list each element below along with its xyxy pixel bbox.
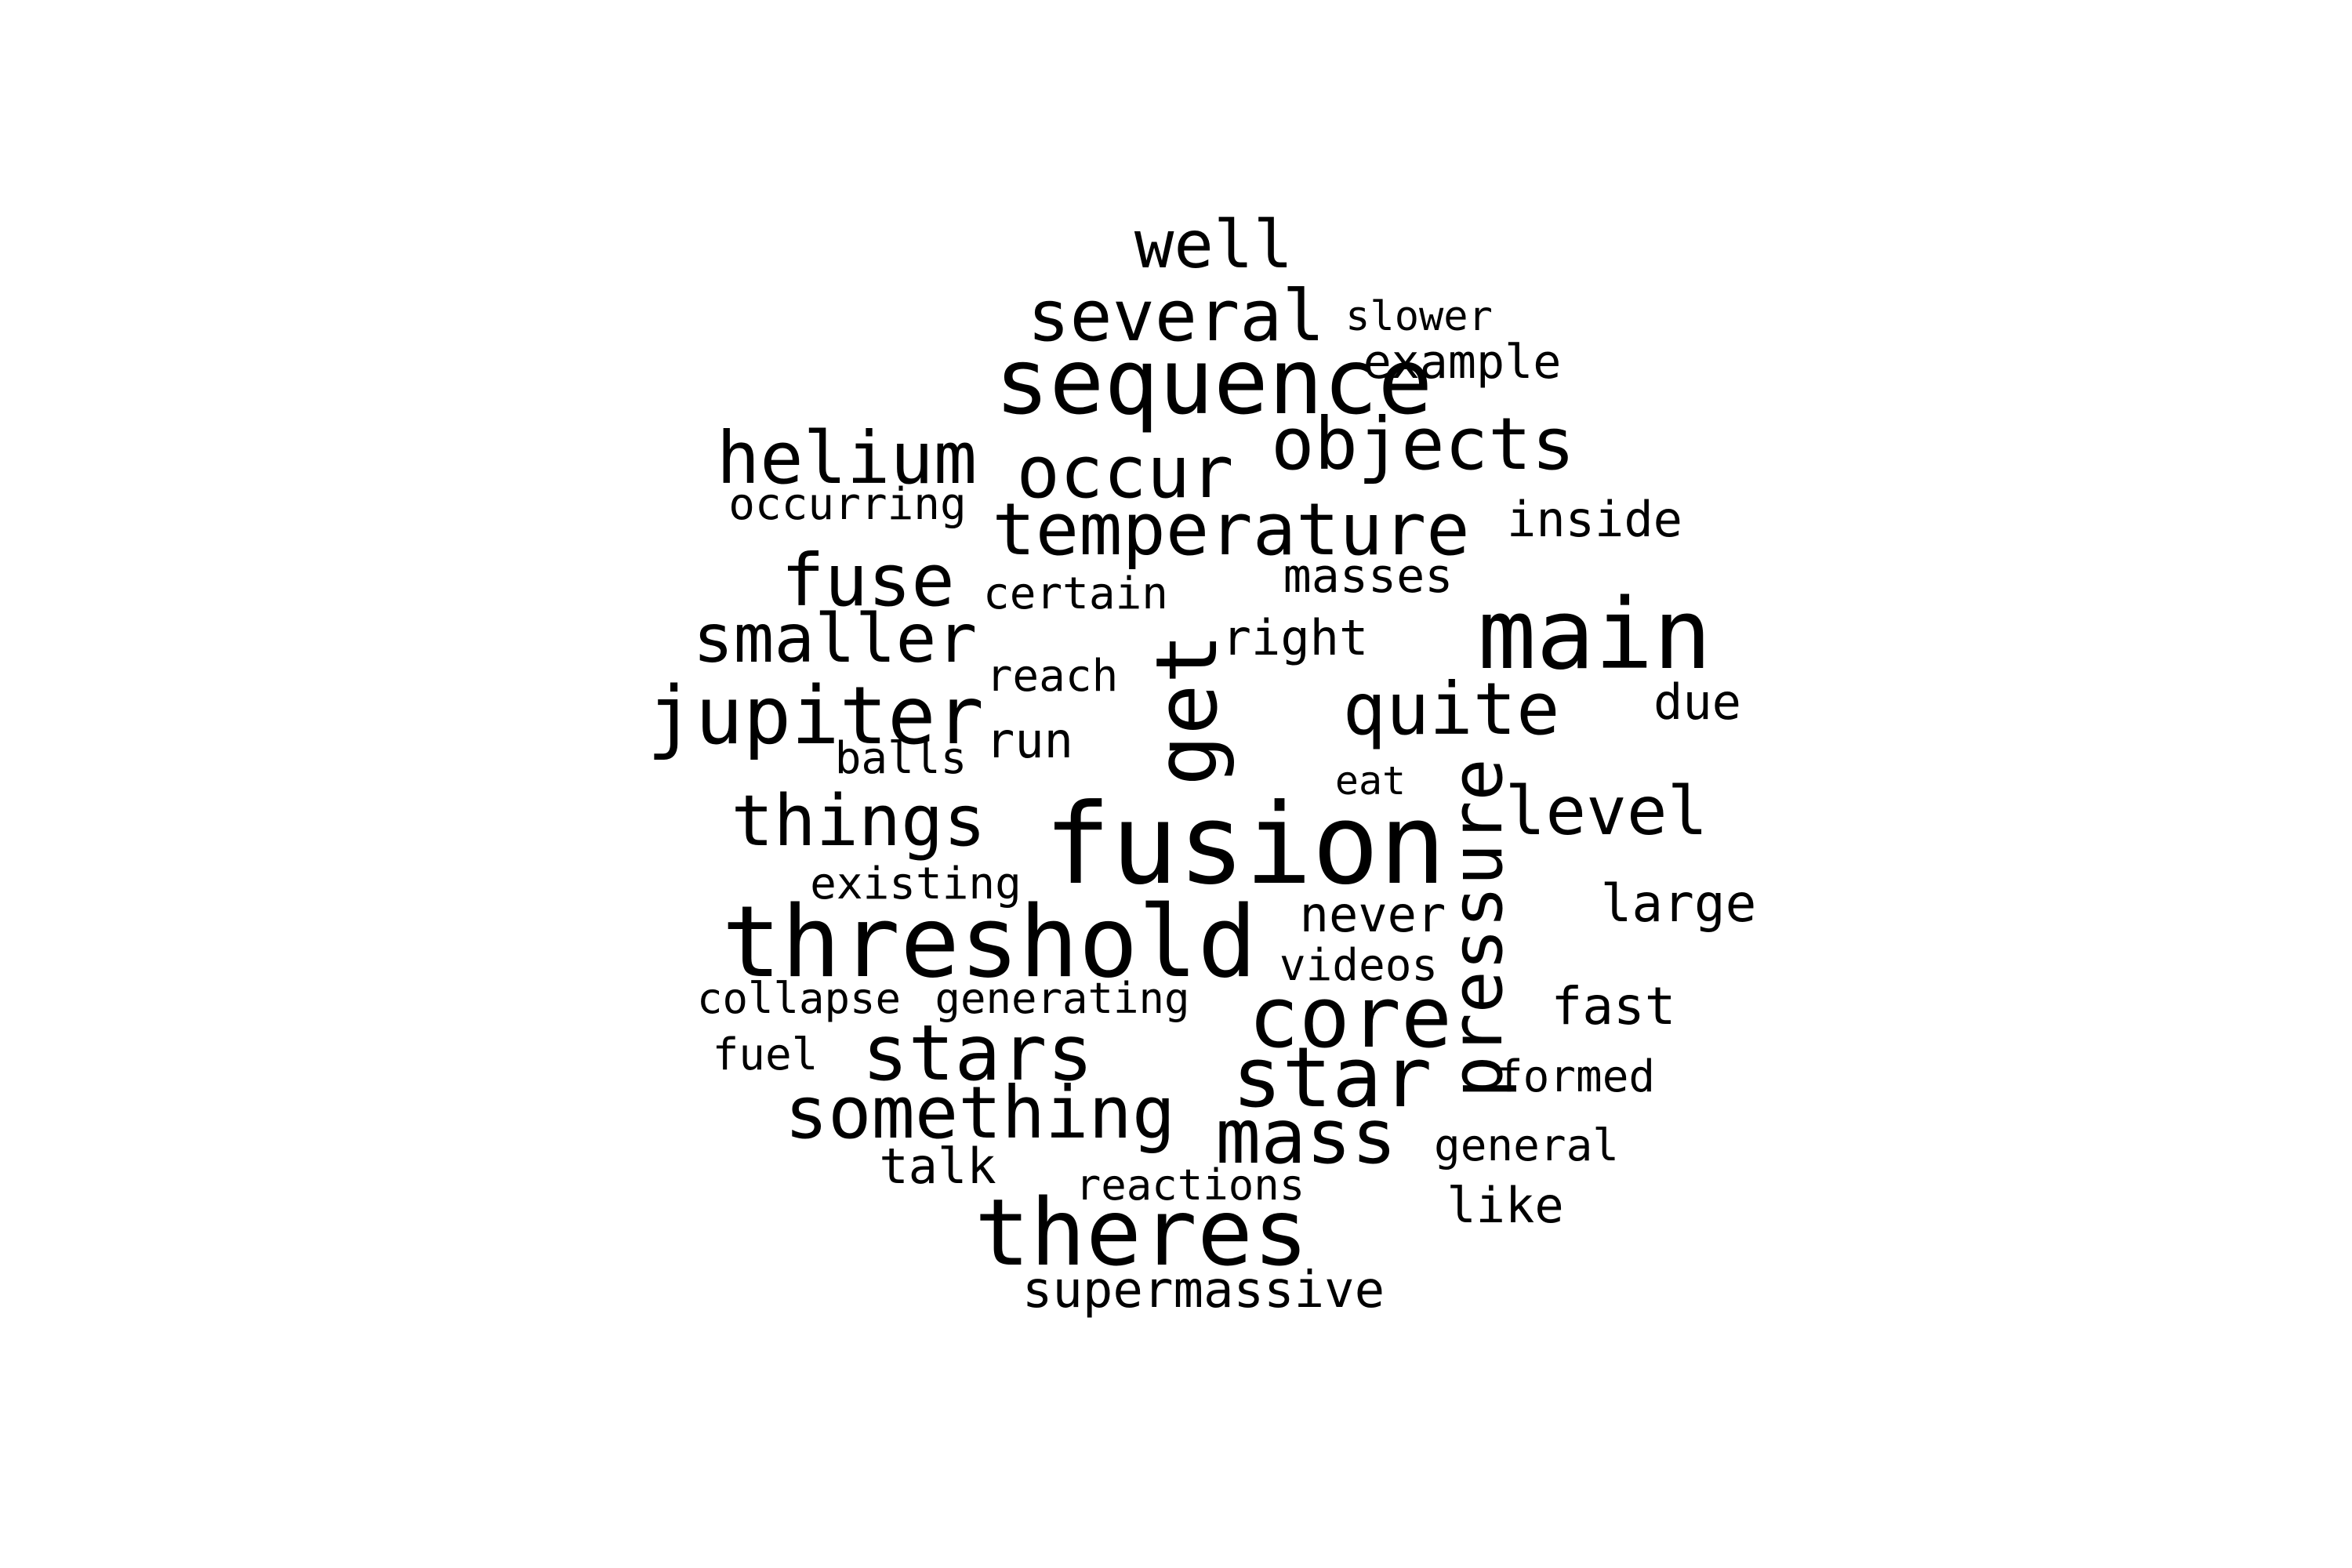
cloud-word-reactions: reactions <box>1075 1160 1305 1210</box>
cloud-word-due: due <box>1653 673 1741 731</box>
cloud-word-fuse: fuse <box>781 539 955 622</box>
cloud-word-temperature: temperature <box>992 488 1470 572</box>
cloud-word-stars: stars <box>862 1009 1094 1098</box>
cloud-word-slower: slower <box>1345 293 1493 340</box>
cloud-word-get: get <box>1138 633 1236 786</box>
cloud-word-balls: balls <box>834 733 967 784</box>
cloud-word-pressure: pressure <box>1436 758 1519 1098</box>
cloud-word-well: well <box>1134 206 1294 283</box>
cloud-word-talk: talk <box>879 1138 996 1195</box>
cloud-word-general: general <box>1433 1120 1620 1171</box>
cloud-word-something: something <box>784 1071 1176 1155</box>
cloud-word-like: like <box>1446 1177 1564 1234</box>
cloud-word-fuel: fuel <box>712 1029 818 1080</box>
cloud-word-main: main <box>1477 579 1712 691</box>
cloud-word-jupiter: jupiter <box>647 670 984 763</box>
cloud-word-theres: theres <box>974 1178 1309 1287</box>
cloud-word-helium: helium <box>716 416 978 500</box>
cloud-word-sequence: sequence <box>994 329 1433 435</box>
cloud-word-large: large <box>1600 873 1757 934</box>
cloud-word-run: run <box>985 712 1073 769</box>
cloud-word-example: example <box>1363 335 1562 390</box>
cloud-word-occurring: occurring <box>728 479 967 530</box>
cloud-word-things: things <box>731 780 986 862</box>
cloud-word-never: never <box>1299 886 1446 943</box>
cloud-word-right: right <box>1221 609 1369 666</box>
cloud-word-inside: inside <box>1507 491 1682 548</box>
cloud-word-core: core <box>1247 969 1453 1067</box>
cloud-word-collapse: collapse <box>696 974 902 1023</box>
cloud-word-several: several <box>1027 275 1325 358</box>
cloud-word-generating: generating <box>935 974 1190 1023</box>
cloud-word-objects: objects <box>1271 402 1575 486</box>
cloud-word-existing: existing <box>810 858 1022 909</box>
cloud-word-fusion: fusion <box>1044 780 1446 909</box>
cloud-word-reach: reach <box>985 651 1119 702</box>
cloud-word-level: level <box>1504 772 1708 851</box>
cloud-word-eat: eat <box>1334 758 1406 804</box>
cloud-word-formed: formed <box>1496 1051 1656 1102</box>
cloud-word-mass: mass <box>1215 1093 1397 1181</box>
cloud-word-threshold: threshold <box>721 884 1258 1000</box>
cloud-word-star: star <box>1232 1029 1432 1126</box>
cloud-word-fast: fast <box>1551 976 1676 1036</box>
cloud-word-videos: videos <box>1279 940 1439 991</box>
cloud-word-occur: occur <box>1016 430 1234 514</box>
cloud-word-supermassive: supermassive <box>1022 1261 1385 1319</box>
cloud-word-masses: masses <box>1283 549 1454 604</box>
cloud-word-quite: quite <box>1342 667 1560 751</box>
cloud-word-certain: certain <box>982 568 1169 619</box>
cloud-word-smaller: smaller <box>692 600 978 678</box>
